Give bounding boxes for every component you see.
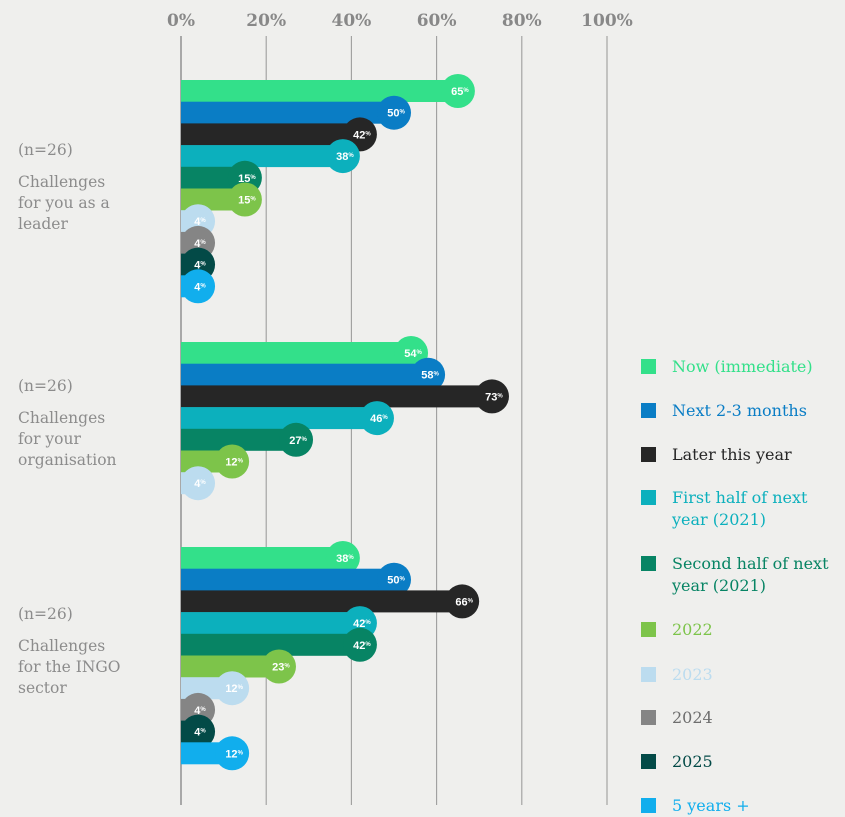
bar-end-cap: [325, 541, 360, 575]
legend-swatch: [641, 359, 656, 374]
group-label-ingo-sector: (n=26) Challenges for the INGO sector: [18, 604, 158, 699]
x-tick-label: 80%: [502, 11, 542, 31]
legend-item-first-half-2021: First half of next year (2021): [641, 487, 845, 531]
bar: [181, 342, 412, 364]
x-tick-label: 0%: [167, 11, 195, 31]
legend-swatch: [641, 667, 656, 682]
legend-item-2024: 2024: [641, 707, 845, 729]
bar-end-cap: [279, 422, 314, 457]
bar-end-cap: [215, 444, 250, 479]
bar: [181, 612, 360, 635]
x-tick-label: 60%: [417, 11, 457, 31]
group-label-organisation: (n=26) Challenges for your organisation: [18, 376, 158, 471]
legend-swatch: [641, 798, 656, 813]
bar: [181, 428, 297, 451]
bar: [181, 385, 492, 408]
legend-label: 5 years +: [672, 796, 750, 815]
legend-item-2025: 2025: [641, 751, 845, 773]
x-tick-label: 40%: [331, 11, 371, 31]
legend-item-now: Now (immediate): [641, 356, 845, 378]
group-title-organisation: Challenges for your organisation: [18, 409, 117, 469]
legend-label: 2022: [672, 620, 713, 639]
bar-end-cap: [377, 95, 411, 130]
group-title-ingo-sector: Challenges for the INGO sector: [18, 637, 121, 697]
legend-label: Second half of next year (2021): [672, 554, 829, 595]
bar-end-cap: [342, 627, 377, 662]
legend-label: Now (immediate): [672, 357, 813, 376]
bar: [181, 363, 429, 386]
bar: [181, 633, 360, 656]
bar-end-cap: [181, 269, 216, 304]
group-n-leader: (n=26): [18, 141, 73, 159]
bar-end-cap: [325, 139, 360, 174]
legend-item-later-this-year: Later this year: [641, 444, 845, 466]
legend-swatch: [641, 754, 656, 769]
bar: [181, 407, 377, 430]
bar-end-cap: [215, 671, 250, 706]
legend-swatch: [641, 403, 656, 418]
bar: [181, 101, 394, 124]
bar-end-cap: [411, 357, 446, 392]
legend-swatch: [641, 447, 656, 462]
legend-label: 2024: [672, 708, 713, 727]
legend-item-next-2-3-months: Next 2-3 months: [641, 400, 845, 422]
group-n-organisation: (n=26): [18, 377, 73, 395]
bar: [181, 80, 458, 102]
bar: [181, 123, 360, 146]
group-n-ingo-sector: (n=26): [18, 605, 73, 623]
bar: [181, 547, 343, 569]
legend-swatch: [641, 710, 656, 725]
legend-swatch: [641, 556, 656, 571]
bar: [181, 590, 463, 613]
group-title-leader: Challenges for you as a leader: [18, 173, 110, 233]
bar-end-cap: [359, 401, 394, 436]
legend-label: First half of next year (2021): [672, 488, 808, 529]
legend-swatch: [641, 490, 656, 505]
legend-label: Next 2-3 months: [672, 401, 807, 420]
legend-label: 2025: [672, 752, 713, 771]
bar-end-cap: [445, 584, 480, 619]
legend-item-2023: 2023: [641, 664, 845, 686]
legend-item-second-half-2021: Second half of next year (2021): [641, 553, 845, 597]
bar: [181, 568, 394, 591]
x-tick-label: 20%: [246, 11, 286, 31]
bar-end-cap: [181, 714, 216, 749]
legend-swatch: [641, 622, 656, 637]
legend-label: 2023: [672, 665, 713, 684]
bar-end-cap: [215, 736, 250, 771]
x-tick-label: 100%: [581, 11, 633, 31]
group-label-leader: (n=26) Challenges for you as a leader: [18, 140, 158, 235]
legend-label: Later this year: [672, 445, 792, 464]
bar-end-cap: [377, 562, 411, 597]
bar-end-cap: [181, 466, 216, 501]
bar-end-cap: [261, 649, 296, 684]
bar-end-cap: [440, 74, 475, 108]
legend-item-5-years-plus: 5 years +: [641, 795, 845, 817]
bar-end-cap: [474, 379, 509, 414]
bar: [181, 145, 343, 168]
bar: [181, 655, 279, 678]
legend-item-2022: 2022: [641, 619, 845, 641]
bar-end-cap: [227, 182, 262, 217]
